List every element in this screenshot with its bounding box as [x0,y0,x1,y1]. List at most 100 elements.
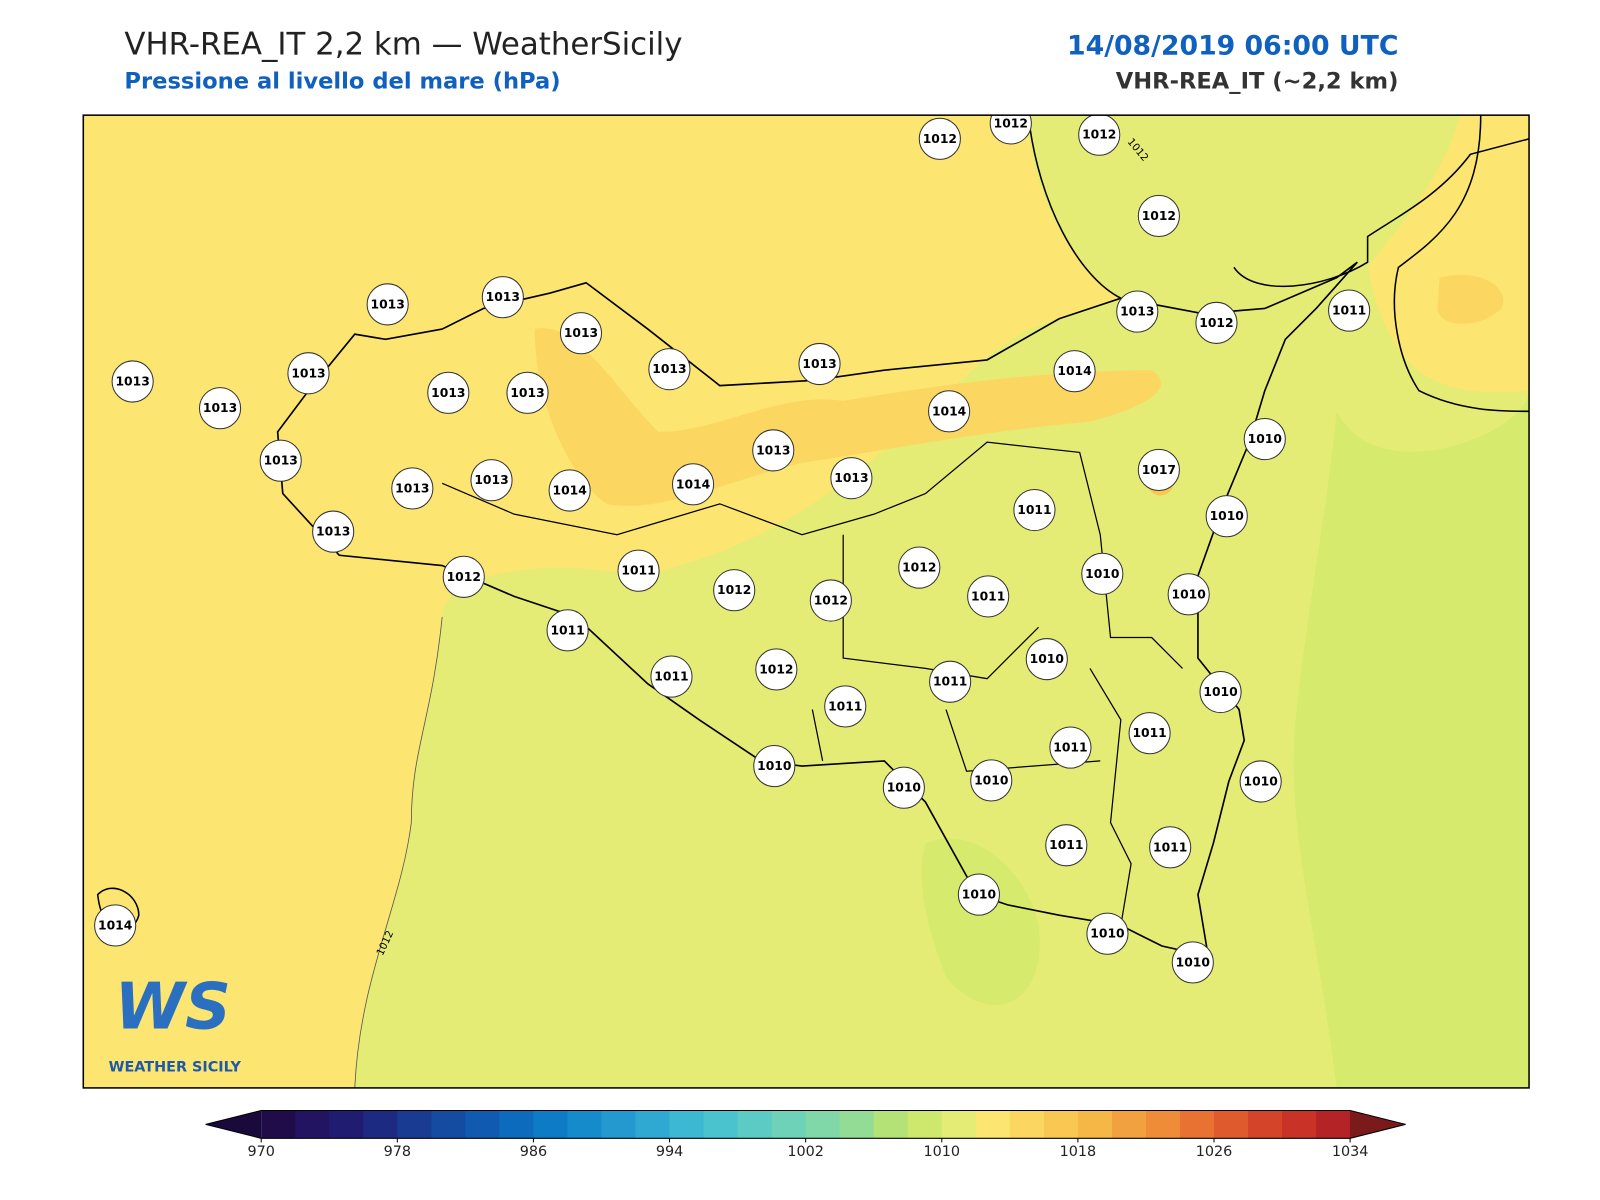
station-marker [391,467,434,510]
colorbar-box [839,1110,875,1139]
station-value: 1010 [962,888,996,902]
station: 1011 [1149,826,1192,869]
station-marker [548,469,591,512]
station-value: 1011 [933,675,967,689]
station-value: 1014 [932,404,967,418]
map-frame [82,114,1530,1089]
station-value: 1011 [1053,741,1087,755]
station: 1012 [1078,115,1121,156]
station: 1013 [830,457,873,500]
station-value: 1010 [1090,927,1124,941]
station-value: 1012 [1082,128,1116,142]
station: 1013 [391,467,434,510]
colorbar-box [1077,1110,1113,1139]
station-value: 1014 [1057,364,1092,378]
colorbar-box [1111,1110,1147,1139]
colorbar-box [975,1110,1011,1139]
station: 1010 [1205,495,1248,538]
station-value: 1013 [652,362,686,376]
colorbar-over [1350,1110,1406,1139]
colorbar-box [601,1110,637,1139]
station: 1010 [1199,670,1242,714]
station-value: 1010 [757,759,791,773]
colorbar-box [737,1110,773,1139]
colorbar-box [465,1110,500,1139]
station-marker [546,609,589,652]
station-value: 1010 [1244,774,1278,788]
station-value: 1011 [1017,503,1051,517]
colorbar-box [499,1110,534,1139]
station: 1010 [1025,638,1068,681]
station: 1017 [1137,448,1180,492]
station-marker [1025,638,1068,681]
colorbar-tick-label: 986 [520,1144,547,1160]
colorbar-box [771,1110,807,1139]
station: 1014 [94,904,137,947]
colorbar-tick-label: 994 [656,1144,683,1160]
field-low [1293,390,1530,1088]
colorbar-box [805,1110,841,1139]
station: 1010 [970,759,1013,802]
field-higher [534,328,1162,506]
colorbar-tick-label: 1034 [1332,1144,1369,1160]
station-marker [111,360,154,403]
station: 1013 [559,312,603,355]
station: 1013 [111,360,154,403]
station-marker [929,660,972,703]
field-high [1367,115,1530,393]
station-marker [1199,670,1242,714]
station-value: 1012 [1199,316,1233,330]
station: 1011 [824,685,867,728]
station-value: 1014 [676,477,711,491]
colorbar-box [397,1110,432,1139]
station-marker [470,459,513,502]
station-value: 1010 [1085,567,1119,581]
coastline [1027,115,1530,299]
station: 1010 [1171,941,1214,984]
colorbar-box [1214,1110,1249,1139]
station-marker [366,283,409,326]
station-marker [1013,488,1056,532]
colorbar-box [1145,1110,1181,1139]
station-marker [830,457,873,500]
station-value: 1013 [802,357,836,371]
station: 1011 [1049,726,1092,769]
station-marker [650,655,693,698]
station-marker [559,312,603,355]
station-marker [970,759,1013,802]
colorbar-box [261,1110,296,1139]
station-marker [1081,552,1124,595]
station-value: 1013 [756,443,790,457]
station: 1011 [967,575,1010,618]
station: 1012 [898,546,941,589]
station: 1013 [287,352,330,395]
station: 1013 [752,429,795,472]
station-value: 1013 [316,525,350,539]
station-value: 1012 [1142,209,1176,223]
station-value: 1012 [814,594,848,608]
colorbar-box [1316,1110,1351,1139]
station-marker [824,685,867,728]
station: 1012 [809,579,852,622]
station: 1013 [470,459,513,502]
station-marker [1053,350,1096,393]
station: 1011 [1128,712,1171,755]
colorbar-box [873,1110,909,1139]
station-value: 1012 [717,583,751,597]
station-marker [94,904,137,947]
title: VHR-REA_IT 2,2 km — WeatherSicily [124,26,682,62]
borders [441,441,1183,926]
station-value: 1013 [486,290,520,304]
colorbar-box [1179,1110,1215,1139]
field-higher [1437,274,1504,324]
colorbar-box [329,1110,364,1139]
station: 1012 [713,569,756,612]
station: 1010 [882,766,925,809]
colorbar-box [363,1110,398,1139]
station-value: 1013 [1120,305,1154,319]
station-value: 1011 [1132,726,1166,740]
station-marker [198,387,242,430]
colorbar-box [295,1110,330,1139]
station-value: 1013 [371,297,405,311]
